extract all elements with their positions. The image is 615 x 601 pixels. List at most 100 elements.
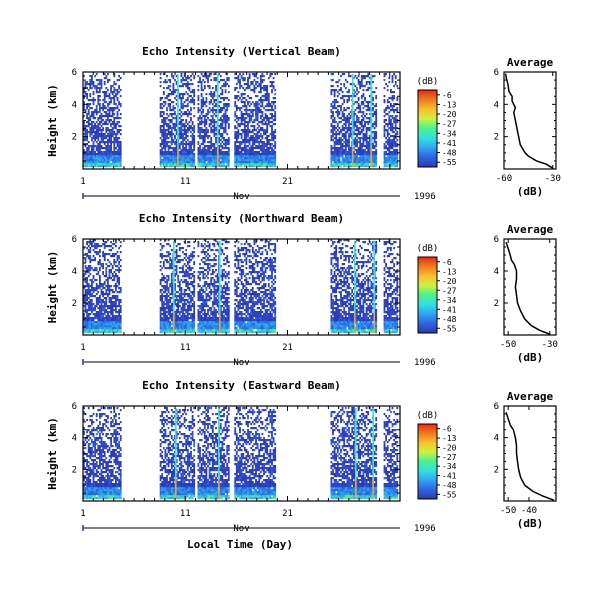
heatmap-cell <box>91 161 93 164</box>
heatmap-cell <box>115 163 117 166</box>
heatmap-cell <box>164 307 167 310</box>
heatmap-cell <box>242 141 245 144</box>
heatmap-cell <box>200 163 203 166</box>
heatmap-cell <box>266 143 269 146</box>
heatmap-cell <box>94 75 96 78</box>
heatmap-cell <box>200 117 203 120</box>
heatmap-cell <box>210 157 213 160</box>
heatmap-cell <box>162 301 165 304</box>
heatmap-cell <box>248 129 251 132</box>
heatmap-cell <box>368 95 371 98</box>
heatmap-cell <box>159 137 162 140</box>
heatmap-cell <box>162 139 165 142</box>
heatmap-cell <box>360 95 363 98</box>
heatmap-cell <box>332 115 334 118</box>
heatmap-cell <box>191 99 194 102</box>
heatmap-cell <box>119 149 122 152</box>
heatmap-cell <box>365 141 368 144</box>
heatmap-cell <box>274 151 277 154</box>
heatmap-cell <box>97 301 100 304</box>
heatmap-cell <box>178 129 181 132</box>
heatmap-cell <box>89 319 92 322</box>
heatmap-cell <box>99 151 101 154</box>
heatmap-cell <box>170 75 173 78</box>
heatmap-cell <box>107 149 109 152</box>
heatmap-cell <box>116 255 119 258</box>
heatmap-cell <box>211 117 214 120</box>
heatmap-cell <box>359 109 362 112</box>
heatmap-cell <box>92 281 95 284</box>
heatmap-cell <box>338 149 341 152</box>
heatmap-cell <box>170 327 173 330</box>
heatmap-cell <box>178 267 181 270</box>
heatmap-cell <box>208 125 211 128</box>
heatmap-cell <box>91 139 93 142</box>
heatmap-cell <box>210 73 213 76</box>
heatmap-cell <box>111 255 114 258</box>
heatmap-cell <box>386 131 389 134</box>
heatmap-cell <box>253 139 256 142</box>
heatmap-cell <box>164 297 167 300</box>
heatmap-cell <box>177 303 180 306</box>
heatmap-cell <box>180 291 183 294</box>
heatmap-cell <box>375 97 378 100</box>
heatmap-cell <box>166 319 168 322</box>
heatmap-cell <box>172 105 175 108</box>
heatmap-cell <box>197 157 200 160</box>
heatmap-cell <box>205 131 208 134</box>
heatmap-cell <box>190 75 192 78</box>
heatmap-cell <box>269 159 272 162</box>
heatmap-cell <box>357 75 360 78</box>
heatmap-cell <box>197 123 200 126</box>
heatmap-cell <box>199 159 201 162</box>
heatmap-cell <box>166 285 168 288</box>
heatmap-cell <box>234 89 237 92</box>
heatmap-cell <box>349 149 352 152</box>
heatmap-cell <box>166 145 168 148</box>
heatmap-cell <box>185 163 188 166</box>
heatmap-cell <box>393 165 395 168</box>
heatmap-cell <box>105 115 108 118</box>
heatmap-cell <box>89 81 92 84</box>
heatmap-cell <box>269 143 272 146</box>
heatmap-cell <box>95 317 98 320</box>
heatmap-cell <box>245 135 248 138</box>
heatmap-cell <box>267 121 270 124</box>
heatmap-cell <box>235 141 238 144</box>
heatmap-cell <box>166 157 168 160</box>
heatmap-cell <box>91 163 93 166</box>
heatmap-cell <box>373 151 376 154</box>
heatmap-cell <box>182 327 184 330</box>
heatmap-cell <box>210 161 213 164</box>
heatmap-cell <box>161 257 164 260</box>
heatmap-cell <box>341 127 344 130</box>
heatmap-cell <box>343 161 346 164</box>
heatmap-cell <box>365 75 368 78</box>
heatmap-cell <box>107 285 109 288</box>
heatmap-cell <box>341 161 344 164</box>
heatmap-cell <box>190 95 192 98</box>
heatmap-cell <box>250 151 253 154</box>
heatmap-cell <box>248 131 251 134</box>
heatmap-cell <box>100 83 103 86</box>
heatmap-cell <box>360 111 363 114</box>
heatmap-cell <box>372 75 374 78</box>
heatmap-cell <box>107 105 109 108</box>
heatmap-cell <box>175 321 178 324</box>
heatmap-cell <box>118 75 120 78</box>
heatmap-cell <box>383 73 386 76</box>
heatmap-cell <box>178 121 181 124</box>
heatmap-cell <box>175 121 178 124</box>
heatmap-cell <box>116 279 119 282</box>
heatmap-cell <box>247 161 249 164</box>
heatmap-cell <box>159 113 162 116</box>
heatmap-cell <box>185 83 188 86</box>
heatmap-cell <box>365 127 368 130</box>
heatmap-cell <box>178 259 181 262</box>
heatmap-cell <box>391 99 394 102</box>
heatmap-cell <box>105 123 108 126</box>
heatmap-cell <box>221 119 224 122</box>
heatmap-cell <box>99 327 101 330</box>
heatmap-cell <box>193 157 196 160</box>
heatmap-cell <box>383 163 386 166</box>
